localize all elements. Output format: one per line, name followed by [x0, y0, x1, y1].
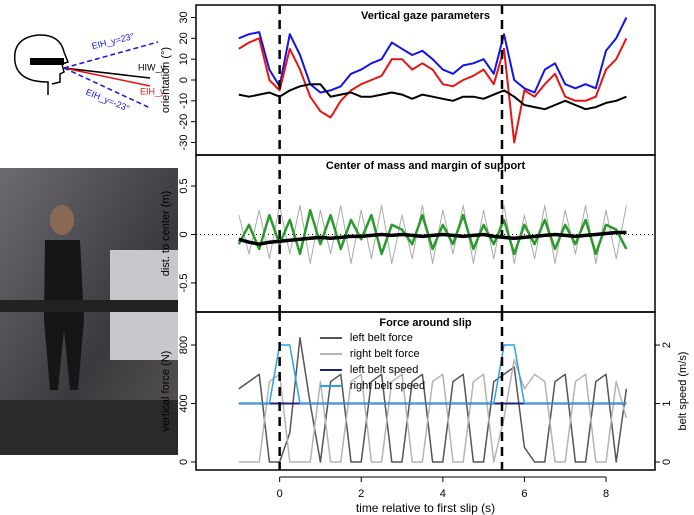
- series-line: [238, 230, 627, 246]
- x-tick-label: 6: [521, 488, 527, 500]
- panel-title: Force around slip: [379, 317, 472, 329]
- y2-tick-label: 0: [661, 459, 673, 465]
- diagram-label: EIH_y: [140, 86, 165, 96]
- series-line: [238, 204, 627, 264]
- diagram-label: EIH_y=23°: [91, 31, 136, 51]
- diagram-label: HIW_y: [138, 62, 166, 72]
- y-tick-label: -20: [178, 114, 190, 130]
- y-tick-label: -30: [178, 135, 190, 151]
- y2-tick-label: 1: [661, 400, 673, 406]
- x-tick-label: 8: [603, 488, 609, 500]
- series-line: [237, 208, 628, 256]
- series-line: [238, 83, 627, 111]
- y-tick-label: 0.5: [178, 178, 190, 193]
- y2-axis-label: belt speed (m/s): [677, 352, 689, 431]
- photo: [0, 168, 178, 455]
- y-axis-label: dist. to center (m): [160, 191, 172, 277]
- y-tick-label: 400: [178, 394, 190, 412]
- legend-label: left belt speed: [350, 364, 419, 376]
- x-tick-label: 4: [440, 488, 446, 500]
- treadmill: [0, 400, 178, 455]
- y-axis-label: vertical force (N): [160, 351, 172, 432]
- panel-frame: [195, 4, 656, 156]
- series-line: [238, 37, 628, 144]
- upper-limit-line: [63, 41, 159, 69]
- handrail: [0, 300, 178, 312]
- y-tick-label: 0: [178, 77, 190, 83]
- panel-title: Vertical gaze parameters: [361, 10, 490, 22]
- head-outline: [13, 34, 69, 95]
- x-tick-label: 2: [358, 488, 364, 500]
- y-tick-label: 20: [178, 32, 190, 44]
- eih-line: [63, 67, 151, 87]
- diagram-label: EIH_y=-23°: [84, 87, 131, 114]
- y-tick-label: 0: [178, 231, 190, 237]
- legend-label: left belt force: [350, 332, 413, 344]
- legend-label: right belt speed: [350, 380, 425, 392]
- series-line: [238, 336, 628, 463]
- x-tick-label: 0: [277, 488, 283, 500]
- y-tick-label: 0: [178, 459, 190, 465]
- y-tick-label: 10: [178, 53, 190, 65]
- head-diagram: EIH_y=23° HIW_y EIH_y EIH_y=-23°: [13, 31, 166, 114]
- y-axis-label: orientation (°): [160, 47, 172, 113]
- eye-tracker: [30, 58, 64, 65]
- person-head: [50, 205, 74, 235]
- series-line: [238, 344, 627, 405]
- series-line: [238, 17, 628, 94]
- y-tick-label: -10: [178, 93, 190, 109]
- y2-tick-label: 2: [661, 342, 673, 348]
- x-axis-label: time relative to first slip (s): [356, 501, 495, 515]
- panel-frame: [195, 311, 656, 471]
- panel-title: Center of mass and margin of support: [326, 160, 526, 172]
- y-tick-label: 30: [178, 11, 190, 23]
- y-tick-label: 800: [178, 336, 190, 354]
- person-body: [44, 240, 84, 390]
- hiw-line: [63, 67, 151, 79]
- series-line: [238, 358, 628, 463]
- y-tick-label: -0.5: [178, 273, 190, 292]
- legend-label: right belt force: [350, 348, 420, 360]
